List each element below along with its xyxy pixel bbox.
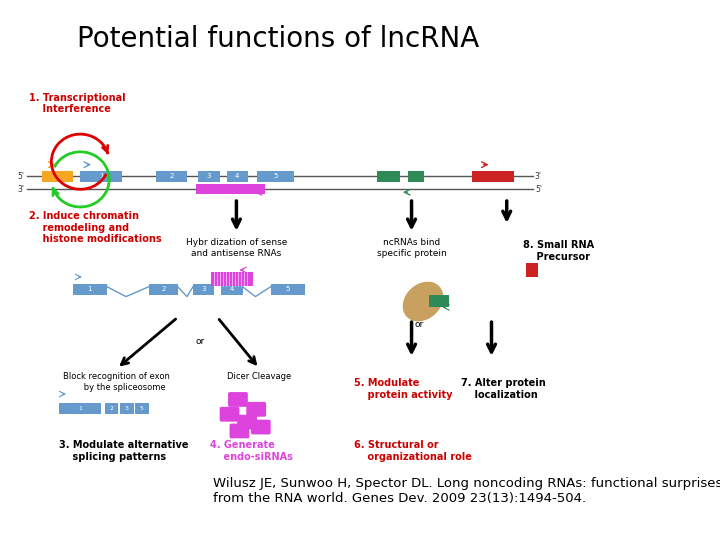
FancyBboxPatch shape (230, 423, 249, 438)
Text: 5. Modulate
    protein activity: 5. Modulate protein activity (354, 379, 453, 400)
Bar (59, 403, 101, 414)
Bar (221, 284, 243, 295)
Bar (377, 171, 400, 183)
Text: Wilusz JE, Sunwoo H, Spector DL. Long noncoding RNAs: functional surprises
from : Wilusz JE, Sunwoo H, Spector DL. Long no… (212, 477, 720, 505)
FancyBboxPatch shape (220, 407, 240, 422)
Text: 3: 3 (202, 286, 206, 292)
Text: 5: 5 (273, 173, 277, 179)
Text: 3: 3 (125, 406, 129, 411)
Bar (196, 184, 264, 194)
FancyBboxPatch shape (228, 392, 248, 407)
Bar (271, 284, 305, 295)
Bar (472, 171, 514, 183)
Text: 1. Transcriptional
    Interference: 1. Transcriptional Interference (29, 93, 125, 114)
Bar (156, 171, 187, 183)
Bar (193, 284, 215, 295)
Text: 2: 2 (161, 286, 166, 292)
Text: 1: 1 (78, 406, 82, 411)
Bar (120, 403, 134, 414)
Text: 2: 2 (109, 406, 114, 411)
Bar (227, 171, 248, 183)
Text: Potential functions of lncRNA: Potential functions of lncRNA (77, 25, 480, 52)
Bar (211, 272, 253, 286)
Text: 3: 3 (207, 173, 211, 179)
Text: 4: 4 (230, 286, 234, 292)
Text: 3': 3' (18, 185, 24, 194)
Text: 6. Structural or
    organizational role: 6. Structural or organizational role (354, 440, 472, 462)
Bar (198, 171, 220, 183)
Bar (135, 403, 149, 414)
Text: 2. Induce chromatin
    remodeling and
    histone modifications: 2. Induce chromatin remodeling and histo… (29, 211, 161, 244)
FancyBboxPatch shape (237, 415, 257, 429)
Text: 1: 1 (88, 286, 92, 292)
FancyBboxPatch shape (246, 402, 266, 417)
Text: 8. Small RNA
    Precursor: 8. Small RNA Precursor (523, 240, 595, 262)
Text: 2: 2 (169, 173, 174, 179)
Text: 5: 5 (140, 406, 144, 411)
Text: 4: 4 (235, 173, 239, 179)
Text: 5': 5' (18, 172, 24, 181)
Text: Block recognition of exon
      by the spliceosome: Block recognition of exon by the spliceo… (63, 373, 171, 392)
Text: ncRNAs bind
specific protein: ncRNAs bind specific protein (377, 239, 446, 258)
Text: 1: 1 (99, 173, 104, 179)
Text: Dicer Cleavage: Dicer Cleavage (227, 373, 292, 381)
Text: 3': 3' (535, 172, 542, 181)
Bar (73, 284, 107, 295)
Bar (81, 171, 122, 183)
Bar (42, 171, 73, 183)
Text: 7. Alter protein
    localization: 7. Alter protein localization (461, 379, 546, 400)
Text: or: or (196, 338, 205, 346)
Bar (149, 284, 178, 295)
Text: 5: 5 (286, 286, 290, 292)
Bar (429, 295, 449, 307)
Text: Hybr dization of sense
and antisense RNAs: Hybr dization of sense and antisense RNA… (186, 239, 287, 258)
Text: 4. Generate
    endo-siRNAs: 4. Generate endo-siRNAs (210, 440, 292, 462)
Bar (257, 171, 294, 183)
Bar (408, 171, 425, 183)
Bar (104, 403, 118, 414)
Text: 5': 5' (535, 185, 542, 194)
Bar (526, 263, 538, 277)
Ellipse shape (402, 282, 444, 321)
FancyBboxPatch shape (251, 420, 271, 434)
Text: or: or (415, 320, 424, 329)
Text: 3. Modulate alternative
    splicing patterns: 3. Modulate alternative splicing pattern… (59, 440, 189, 462)
